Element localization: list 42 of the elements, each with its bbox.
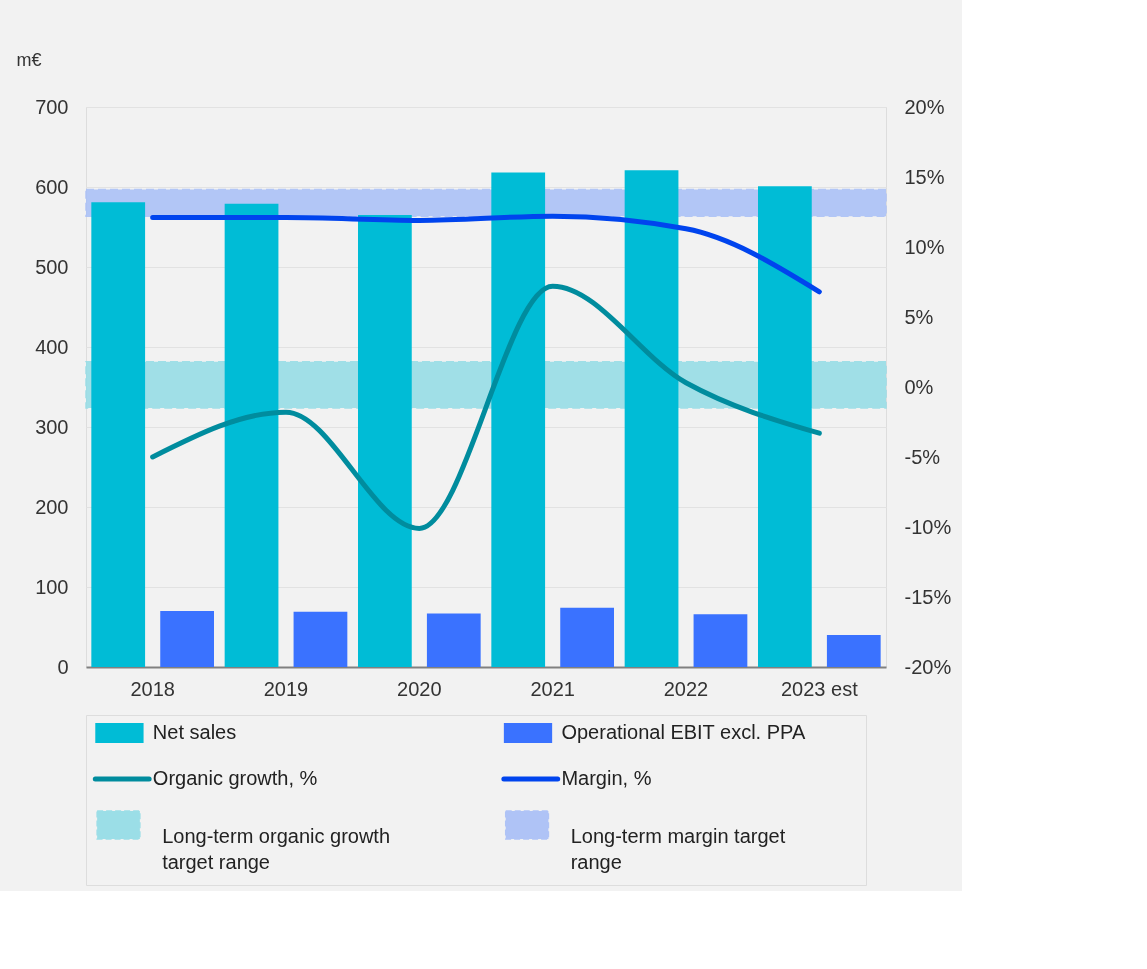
y-tick-label: 100: [35, 575, 69, 598]
bar: [91, 202, 146, 667]
legend-label: Organic growth, %: [152, 767, 318, 789]
legend-label: Net sales: [152, 721, 237, 743]
x-tick-label: 2022: [663, 677, 709, 700]
x-tick-label: 2018: [130, 677, 175, 700]
bar: [624, 170, 679, 667]
legend-label: Long-term margin target range: [570, 825, 786, 873]
bar: [358, 215, 412, 667]
bar: [758, 186, 812, 667]
legend-label: Long-term organic growth target range: [162, 825, 391, 873]
y2-tick-label: 20%: [904, 95, 945, 118]
y-tick-label: 600: [35, 175, 69, 198]
y2-tick-label: 0%: [904, 375, 934, 398]
x-tick-label: 2019: [263, 677, 309, 700]
bar: [693, 614, 748, 667]
y-axis-title: m€: [16, 49, 42, 70]
y-tick-label: 700: [35, 95, 69, 118]
y2-tick-label: -15%: [904, 585, 952, 608]
bar: [826, 635, 881, 667]
y2-tick-label: -10%: [904, 515, 952, 538]
y2-tick-label: -20%: [904, 655, 952, 678]
bar: [224, 203, 279, 667]
bar: [426, 613, 481, 667]
bar: [560, 607, 614, 667]
y-tick-label: 200: [35, 495, 69, 518]
y2-tick-label: 5%: [904, 305, 934, 328]
x-tick-label: 2021: [530, 677, 575, 700]
legend-label: Operational EBIT excl. PPA: [561, 721, 806, 743]
y-tick-label: 0: [57, 655, 69, 678]
y2-tick-label: 10%: [904, 235, 945, 258]
y2-tick-label: 15%: [904, 165, 945, 188]
bar: [293, 611, 348, 667]
y-tick-label: 500: [35, 255, 69, 278]
bar: [491, 172, 546, 667]
y-tick-label: 400: [35, 335, 69, 358]
legend-label: Margin, %: [561, 767, 652, 789]
x-tick-label: 2020: [397, 677, 442, 700]
y2-tick-label: -5%: [904, 445, 941, 468]
y-tick-label: 300: [35, 415, 69, 438]
bar: [160, 611, 214, 667]
x-tick-label: 2023 est: [780, 677, 859, 700]
